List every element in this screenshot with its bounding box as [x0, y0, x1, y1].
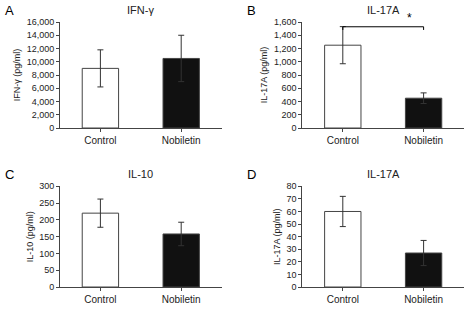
- svg-text:1,600: 1,600: [274, 17, 297, 27]
- svg-text:IL-17A: IL-17A: [367, 168, 400, 180]
- svg-text:400: 400: [282, 97, 297, 107]
- svg-text:0: 0: [49, 282, 54, 292]
- svg-text:0: 0: [49, 123, 54, 133]
- svg-text:IL-10: IL-10: [128, 168, 153, 180]
- svg-text:IL-17A: IL-17A: [367, 4, 400, 16]
- svg-text:800: 800: [282, 70, 297, 80]
- svg-text:1,400: 1,400: [274, 30, 297, 40]
- svg-text:B: B: [247, 3, 256, 18]
- svg-text:14,000: 14,000: [27, 30, 55, 40]
- svg-text:A: A: [5, 3, 14, 18]
- svg-text:2,000: 2,000: [32, 110, 55, 120]
- svg-text:C: C: [5, 167, 14, 182]
- svg-text:Nobiletin: Nobiletin: [162, 135, 201, 146]
- svg-text:D: D: [247, 167, 256, 182]
- svg-text:IFN-γ: IFN-γ: [127, 4, 154, 16]
- svg-text:150: 150: [39, 232, 54, 242]
- svg-text:50: 50: [44, 265, 54, 275]
- svg-text:20: 20: [287, 257, 297, 267]
- svg-text:1,000: 1,000: [274, 57, 297, 67]
- svg-text:200: 200: [39, 215, 54, 225]
- svg-text:80: 80: [287, 181, 297, 191]
- svg-text:Control: Control: [327, 294, 359, 305]
- svg-text:Control: Control: [84, 294, 116, 305]
- svg-text:0: 0: [292, 282, 297, 292]
- svg-text:250: 250: [39, 198, 54, 208]
- svg-text:Control: Control: [327, 135, 359, 146]
- svg-text:30: 30: [287, 244, 297, 254]
- svg-text:12,000: 12,000: [27, 44, 55, 54]
- svg-text:70: 70: [287, 194, 297, 204]
- svg-text:600: 600: [282, 83, 297, 93]
- svg-text:50: 50: [287, 219, 297, 229]
- svg-text:40: 40: [287, 232, 297, 242]
- svg-text:IL-10 (pg/ml): IL-10 (pg/ml): [25, 211, 35, 262]
- svg-text:0: 0: [292, 123, 297, 133]
- svg-text:Control: Control: [84, 135, 116, 146]
- svg-text:200: 200: [282, 110, 297, 120]
- svg-text:10: 10: [287, 270, 297, 280]
- svg-text:16,000: 16,000: [27, 17, 55, 27]
- svg-text:IFN-γ (pg/ml): IFN-γ (pg/ml): [12, 49, 22, 102]
- svg-text:Nobiletin: Nobiletin: [404, 135, 443, 146]
- svg-text:300: 300: [39, 181, 54, 191]
- svg-text:*: *: [407, 11, 412, 25]
- svg-text:IL-17A (pg/ml): IL-17A (pg/ml): [272, 208, 282, 265]
- svg-text:Nobiletin: Nobiletin: [404, 294, 443, 305]
- svg-text:6,000: 6,000: [32, 83, 55, 93]
- svg-text:100: 100: [39, 249, 54, 259]
- svg-text:60: 60: [287, 207, 297, 217]
- svg-text:1,200: 1,200: [274, 44, 297, 54]
- svg-text:IL-17A (pg/ml): IL-17A (pg/ml): [259, 47, 269, 104]
- svg-text:10,000: 10,000: [27, 57, 55, 67]
- svg-text:Nobiletin: Nobiletin: [162, 294, 201, 305]
- svg-text:4,000: 4,000: [32, 97, 55, 107]
- svg-text:8,000: 8,000: [32, 70, 55, 80]
